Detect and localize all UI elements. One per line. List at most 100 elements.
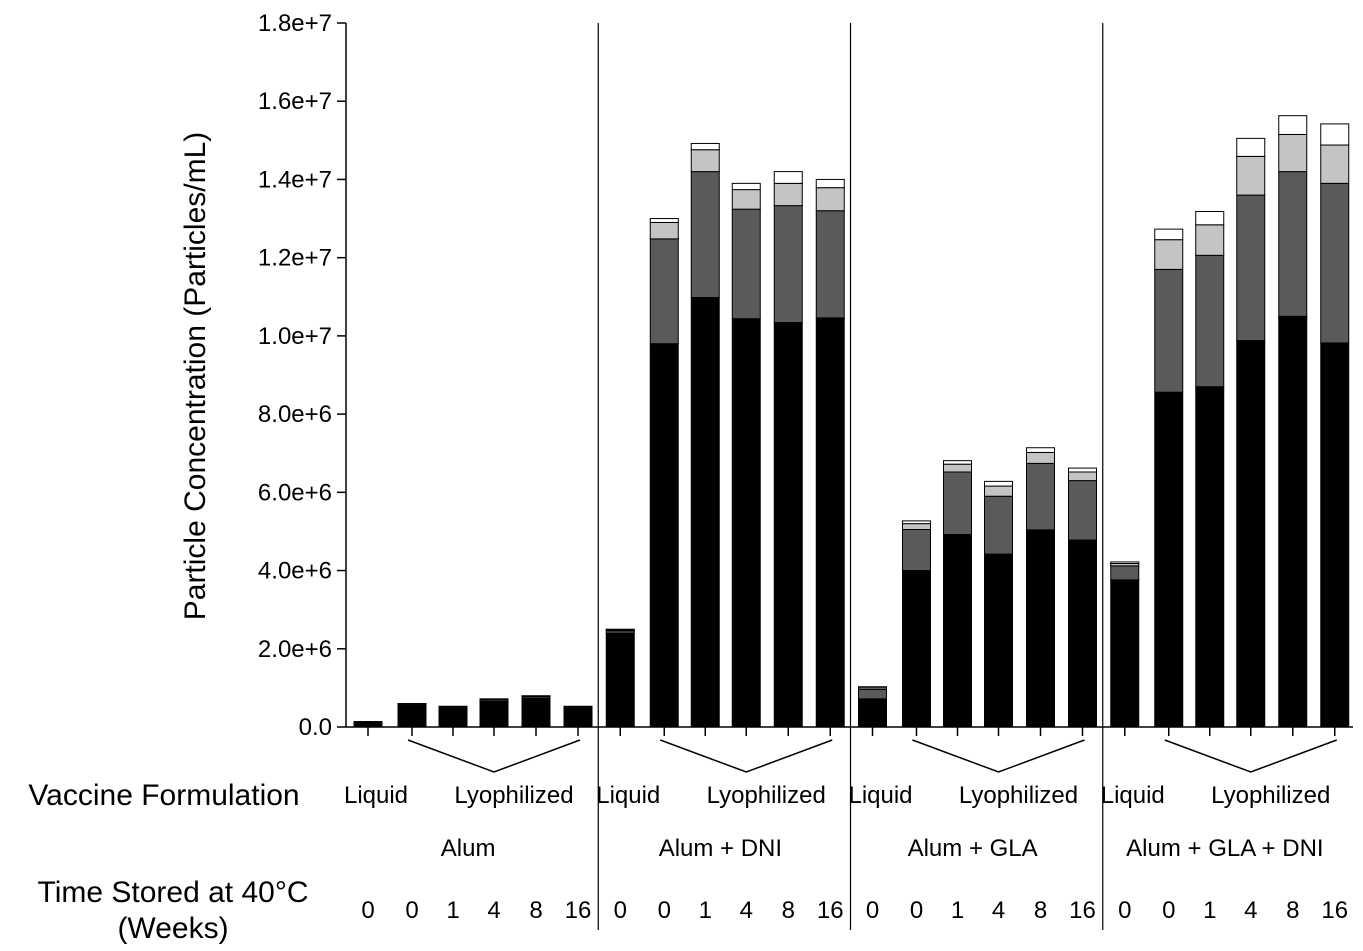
bar-segment	[1069, 540, 1097, 727]
bar-segment	[859, 689, 887, 698]
bar-segment	[774, 323, 802, 727]
time-label: 16	[565, 897, 592, 924]
y-tick-label: 1.0e+7	[258, 323, 332, 350]
time-label: 1	[1203, 897, 1216, 924]
y-tick-label: 1.8e+7	[258, 10, 332, 37]
bar-segment	[650, 219, 678, 223]
liquid-label: Liquid	[344, 782, 408, 809]
bar-segment	[1196, 212, 1224, 225]
time-label: 8	[1286, 897, 1299, 924]
bar-segment	[1027, 448, 1055, 453]
bar-segment	[1237, 138, 1265, 156]
time-label: 8	[529, 897, 542, 924]
bar-segment	[1279, 172, 1307, 317]
lyophilized-bracket	[1165, 740, 1337, 772]
bar-segment	[1237, 195, 1265, 340]
bar-segment	[1321, 124, 1349, 145]
time-label: 0	[1162, 897, 1175, 924]
bar-segment	[1155, 240, 1183, 270]
bar-segment	[522, 698, 550, 727]
liquid-label: Liquid	[1101, 782, 1165, 809]
liquid-label: Liquid	[596, 782, 660, 809]
bar-segment	[1321, 145, 1349, 183]
group-name-label: Alum + GLA	[908, 835, 1038, 862]
bar-segment	[650, 222, 678, 238]
bar-segment	[774, 206, 802, 323]
bar-segment	[944, 535, 972, 727]
lyophilized-bracket	[408, 740, 580, 772]
bar-segment	[1155, 269, 1183, 392]
bar-segment	[1196, 225, 1224, 256]
bar-segment	[398, 705, 426, 727]
y-tick-label: 1.2e+7	[258, 245, 332, 272]
time-label: 0	[361, 897, 374, 924]
time-label: 0	[658, 897, 671, 924]
bar-segment	[732, 190, 760, 210]
bar-segment	[1237, 156, 1265, 195]
bar-segment	[903, 571, 931, 727]
y-tick-label: 0.0	[299, 714, 332, 741]
time-label: 1	[699, 897, 712, 924]
y-axis-title: Particle Concentration (Particles/mL)	[179, 132, 212, 621]
bar-segment	[1027, 452, 1055, 463]
lyophilized-label: Lyophilized	[1211, 782, 1330, 809]
bar-segment	[606, 633, 634, 727]
y-tick-label: 1.6e+7	[258, 88, 332, 115]
y-tick-label: 2.0e+6	[258, 636, 332, 663]
bar-segment	[1111, 562, 1139, 564]
bar-segment	[816, 318, 844, 727]
group-name-label: Alum + DNI	[659, 835, 782, 862]
time-label: 0	[866, 897, 879, 924]
bar-segment	[1321, 183, 1349, 343]
group-name-label: Alum + GLA + DNI	[1126, 835, 1323, 862]
time-label: 16	[1069, 897, 1096, 924]
lyophilized-label: Lyophilized	[707, 782, 826, 809]
bar-segment	[480, 701, 508, 727]
y-tick-label: 1.4e+7	[258, 166, 332, 193]
bar-segment	[1027, 463, 1055, 529]
bar-segment	[650, 239, 678, 344]
liquid-label: Liquid	[848, 782, 912, 809]
bar-segment	[774, 183, 802, 205]
bar-segment	[1069, 468, 1097, 472]
bar-segment	[732, 319, 760, 727]
time-label: 16	[1321, 897, 1348, 924]
bar-segment	[606, 629, 634, 630]
bar-segment	[1069, 481, 1097, 540]
time-label: 0	[910, 897, 923, 924]
bar-segment	[944, 472, 972, 535]
y-tick-label: 8.0e+6	[258, 401, 332, 428]
bar-segment	[944, 464, 972, 472]
bar-segment	[1196, 387, 1224, 727]
bar-segment	[1027, 530, 1055, 727]
bar-segment	[1237, 341, 1265, 727]
time-label: 4	[1244, 897, 1257, 924]
bar-segment	[985, 496, 1013, 554]
bar-segment	[691, 150, 719, 172]
bar-segment	[944, 461, 972, 465]
bar-segment	[354, 723, 382, 727]
bar-segment	[816, 211, 844, 318]
time-label: 1	[446, 897, 459, 924]
bar-segment	[1069, 472, 1097, 481]
bar-segment	[859, 687, 887, 688]
bar-segment	[691, 172, 719, 298]
bar-segment	[650, 344, 678, 727]
lyophilized-label: Lyophilized	[959, 782, 1078, 809]
bar-segment	[1279, 316, 1307, 727]
time-label: 16	[817, 897, 844, 924]
y-tick-label: 6.0e+6	[258, 479, 332, 506]
bar-segment	[859, 699, 887, 727]
lyophilized-label: Lyophilized	[454, 782, 573, 809]
time-label: 1	[951, 897, 964, 924]
bar-segment	[691, 143, 719, 149]
time-label: 0	[405, 897, 418, 924]
y-tick-label: 4.0e+6	[258, 558, 332, 585]
bar-segment	[564, 708, 592, 727]
bar-segment	[903, 521, 931, 524]
lyophilized-bracket	[660, 740, 832, 772]
time-label: 4	[487, 897, 500, 924]
bar-segment	[985, 481, 1013, 486]
